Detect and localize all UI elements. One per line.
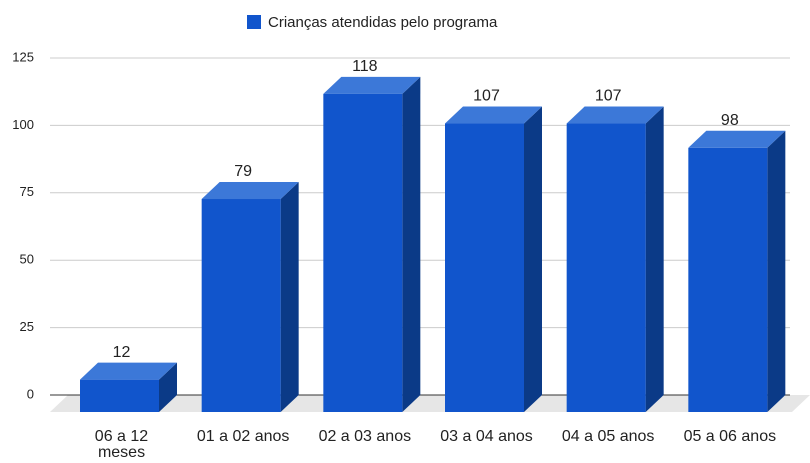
bar [323, 76, 421, 412]
bar-top [566, 106, 664, 124]
bar-top [445, 106, 542, 124]
bar [566, 106, 664, 412]
value-label: 107 [595, 88, 622, 105]
bar-front [445, 123, 524, 412]
bar-side [767, 130, 786, 413]
y-tick-label: 125 [12, 49, 34, 64]
bar-side [280, 182, 299, 412]
x-tick-label: 03 a 04 anos [440, 428, 533, 445]
bar [688, 130, 786, 413]
bar [445, 106, 542, 412]
bar [201, 182, 299, 412]
bar-front [323, 93, 403, 412]
x-tick-label: 02 a 03 anos [318, 428, 412, 445]
value-label: 107 [473, 88, 500, 105]
bar [80, 362, 177, 412]
y-tick-label: 25 [20, 319, 34, 334]
x-tick-label: 05 a 06 anos [683, 428, 777, 445]
bar-side [645, 106, 664, 412]
y-tick-label: 100 [12, 117, 34, 132]
x-tick-label: 04 a 05 anos [561, 428, 655, 445]
value-label: 79 [234, 163, 252, 180]
x-tick-label: 01 a 02 anos [196, 428, 290, 445]
x-tick-label: 06 a 12 meses [94, 428, 149, 461]
legend-swatch [247, 15, 261, 29]
bar-front [566, 123, 646, 412]
bar-top [201, 182, 299, 200]
bar-front [688, 147, 768, 413]
bar-side [159, 362, 177, 412]
y-tick-label: 75 [20, 184, 34, 199]
bar-top [80, 362, 177, 380]
legend-label: Crianças atendidas pelo programa [268, 14, 498, 31]
value-label: 118 [352, 58, 378, 75]
value-label: 12 [113, 344, 131, 361]
bar-side [402, 76, 421, 412]
bar-top [323, 76, 421, 94]
bar-front [80, 379, 159, 412]
bar-front [201, 199, 281, 412]
bar-side [524, 106, 542, 412]
y-tick-label: 0 [27, 386, 34, 401]
y-tick-label: 50 [20, 252, 34, 267]
bar-top [688, 130, 786, 148]
value-label: 98 [721, 112, 739, 129]
